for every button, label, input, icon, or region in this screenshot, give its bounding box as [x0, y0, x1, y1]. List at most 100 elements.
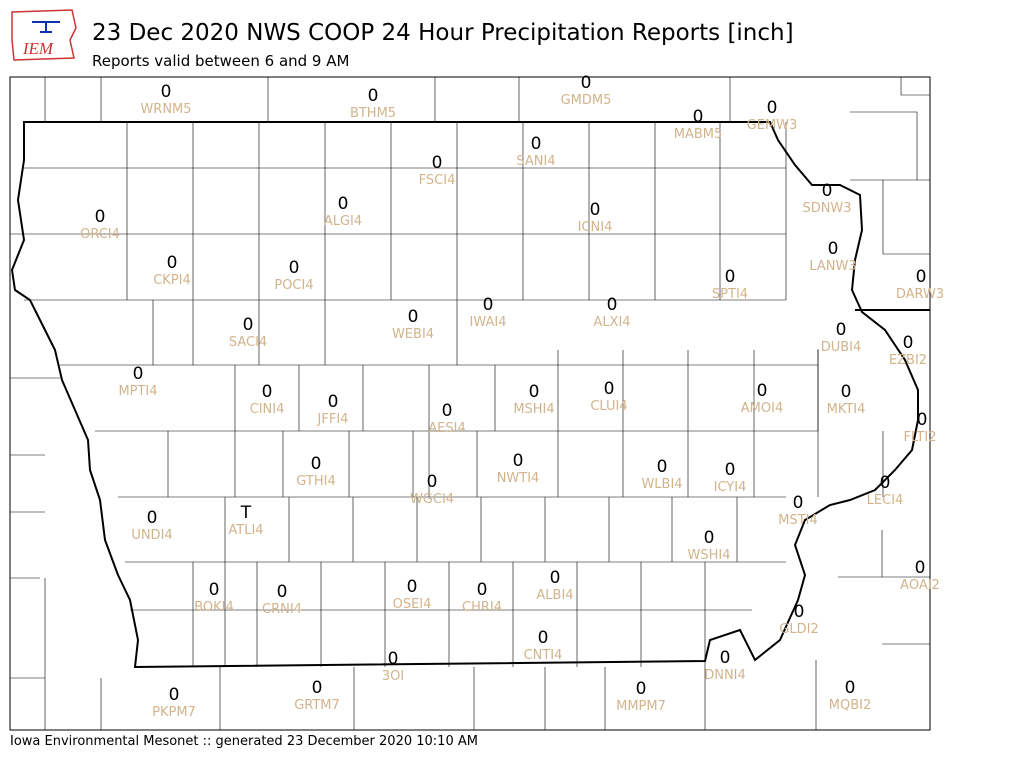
station-value: 0 [845, 678, 856, 698]
station-id: DARW3 [896, 287, 944, 302]
station-value: 0 [836, 320, 847, 340]
station-id: SACI4 [229, 335, 267, 350]
logo-text: IEM [22, 39, 54, 58]
station-id: JFFI4 [317, 412, 349, 427]
station-id: BOKI4 [194, 600, 234, 615]
footer: Iowa Environmental Mesonet :: generated … [10, 734, 478, 749]
station-value: 0 [794, 602, 805, 622]
station-id: MQBI2 [829, 698, 871, 713]
station-value: 0 [531, 134, 542, 154]
station-value: 0 [133, 364, 144, 384]
station-id: WEBI4 [392, 327, 434, 342]
station-value: 0 [147, 508, 158, 528]
station-value: 0 [916, 267, 927, 287]
station-id: SPTI4 [712, 287, 748, 302]
station-id: CKPI4 [153, 273, 191, 288]
station-value: 0 [209, 580, 220, 600]
station-value: 0 [693, 107, 704, 127]
station-id: AOAI2 [900, 578, 940, 593]
station-value: 0 [483, 295, 494, 315]
station-id: DNNI4 [704, 668, 746, 683]
station-id: MSTI4 [778, 513, 818, 528]
station-value: 0 [243, 315, 254, 335]
station-value: 0 [657, 457, 668, 477]
logo-icon [32, 21, 60, 33]
station-value: 0 [289, 258, 300, 278]
station-value: 0 [604, 379, 615, 399]
station-id: IWAI4 [470, 315, 507, 330]
station-id: FLTI2 [904, 430, 937, 445]
station-id: SDNW3 [802, 201, 851, 216]
station-value: 0 [432, 153, 443, 173]
station-id: SANI4 [516, 154, 555, 169]
station-id: CLUI4 [590, 399, 627, 414]
station-value: 0 [581, 73, 592, 93]
map-frame [9, 76, 931, 731]
station-id: ALXI4 [593, 315, 630, 330]
station-id: MKTI4 [827, 402, 866, 417]
station-value: 0 [917, 410, 928, 430]
station-id: GTHI4 [296, 474, 335, 489]
county-lines [10, 77, 930, 730]
station-id: PKPM7 [152, 705, 196, 720]
station-id: DUBI4 [821, 340, 862, 355]
station-value: 0 [903, 333, 914, 353]
station-value: 0 [828, 239, 839, 259]
station-id: MMPM7 [616, 699, 666, 714]
station-id: CINI4 [250, 402, 285, 417]
station-value: 0 [442, 401, 453, 421]
station-value: 0 [757, 381, 768, 401]
station-value: 0 [408, 307, 419, 327]
station-id: EZBI2 [889, 353, 927, 368]
station-id: POCI4 [274, 278, 313, 293]
station-value: T [240, 503, 252, 523]
station-id: WGCI4 [410, 492, 454, 507]
station-id: GMDM5 [561, 93, 612, 108]
station-id: CHRI4 [462, 600, 502, 615]
station-value: 0 [161, 82, 172, 102]
station-value: 0 [590, 200, 601, 220]
station-value: 0 [368, 86, 379, 106]
station-value: 0 [529, 382, 540, 402]
station-id: 3OI [382, 669, 404, 684]
station-id: CRNI4 [262, 602, 302, 617]
station-value: 0 [167, 253, 178, 273]
station-value: 0 [311, 454, 322, 474]
station-id: OSEI4 [393, 597, 432, 612]
station-value: 0 [915, 558, 926, 578]
station-value: 0 [636, 679, 647, 699]
station-value: 0 [725, 267, 736, 287]
station-value: 0 [427, 472, 438, 492]
iowa-border [10, 121, 919, 669]
station-id: GRTM7 [294, 698, 340, 713]
station-value: 0 [95, 207, 106, 227]
station-id: NWTI4 [497, 471, 540, 486]
station-id: WRNM5 [140, 102, 191, 117]
station-id: GLDI2 [779, 622, 818, 637]
station-value: 0 [388, 649, 399, 669]
station-id: ATLI4 [228, 523, 263, 538]
station-id: UNDI4 [131, 528, 172, 543]
station-value: 0 [513, 451, 524, 471]
logo: IEM [11, 9, 77, 61]
station-id: ICYI4 [714, 480, 747, 495]
subtitle: Reports valid between 6 and 9 AM [92, 52, 349, 70]
station-id: AESI4 [428, 421, 465, 436]
station-id: AMOI4 [741, 401, 783, 416]
map: 0WRNM50BTHM50GMDM50MABM50GEMW30SANI40FSC… [9, 73, 944, 731]
station-value: 0 [538, 628, 549, 648]
station-value: 0 [328, 392, 339, 412]
station-id: CNTI4 [524, 648, 563, 663]
station-id: WLBI4 [641, 477, 682, 492]
station-value: 0 [720, 648, 731, 668]
station-value: 0 [822, 181, 833, 201]
station-value: 0 [550, 568, 561, 588]
station-id: BTHM5 [350, 106, 396, 121]
station-value: 0 [880, 473, 891, 493]
station-id: MABM5 [674, 127, 723, 142]
title: 23 Dec 2020 NWS COOP 24 Hour Precipitati… [92, 20, 794, 46]
station-value: 0 [169, 685, 180, 705]
station-id: MPTI4 [118, 384, 157, 399]
station-value: 0 [704, 528, 715, 548]
